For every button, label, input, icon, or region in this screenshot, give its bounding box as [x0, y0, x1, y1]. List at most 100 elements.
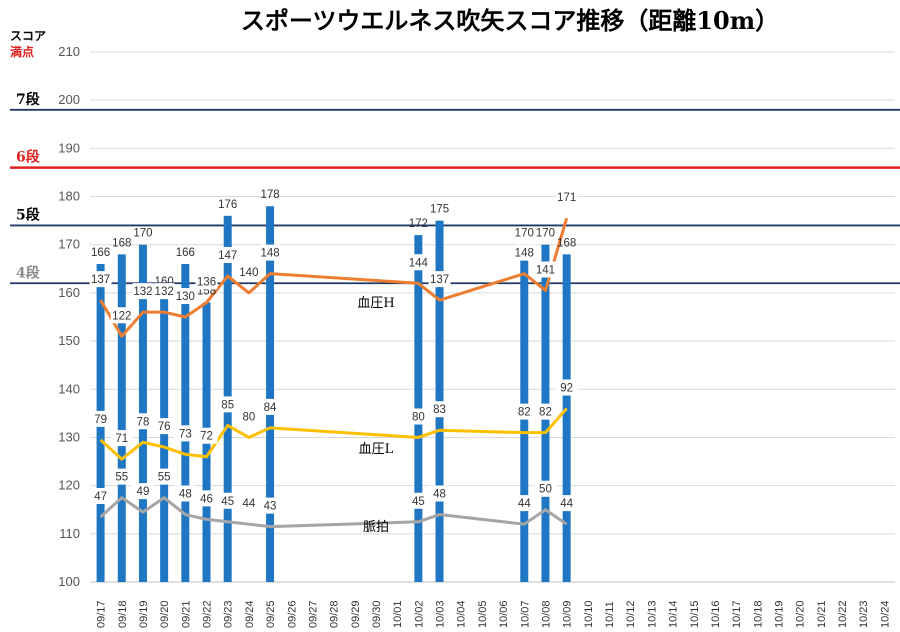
x-tick-label: 10/24	[879, 600, 891, 628]
score-data-label: 170	[515, 228, 534, 240]
score-bar	[117, 254, 126, 582]
series-1-data-label: 84	[264, 402, 277, 414]
series-1-data-label: 82	[539, 407, 552, 419]
y-tick-label: 190	[58, 140, 80, 155]
x-tick-label: 10/03	[435, 600, 447, 628]
series-2-data-label: 50	[539, 484, 552, 496]
series-0-data-label: 130	[176, 291, 195, 303]
series-2-label-bg	[110, 468, 133, 485]
series-1-label-bg	[174, 425, 197, 442]
series-1-data-label: 72	[200, 431, 213, 443]
x-tick-label: 10/20	[795, 600, 807, 628]
chart-title: スポーツウエルネス吹矢スコア推移（距離10m）	[241, 6, 779, 35]
x-ticks: 09/17 09/18 09/19 09/20 09/21 09/22 09/23 09/24…	[96, 600, 892, 628]
x-tick-label: 10/05	[477, 600, 489, 628]
series-1-data-label: 79	[94, 414, 107, 426]
series-0-data-label: 148	[515, 248, 534, 260]
series-1-label-bg	[195, 427, 218, 444]
series-1-label-bg	[237, 408, 260, 425]
series-0-data-label: 132	[155, 286, 174, 298]
series-0-data-label: 122	[112, 310, 131, 322]
series-2-name: 脈拍	[363, 520, 389, 535]
series-0-data-label: 137	[430, 274, 449, 286]
series-0-label-bg	[195, 273, 218, 290]
series-1-label-bg	[110, 430, 133, 447]
score-data-label: 170	[133, 228, 152, 240]
y-tick-label: 200	[58, 92, 80, 107]
x-tick-label: 10/04	[456, 600, 468, 628]
x-tick-label: 09/19	[138, 600, 150, 628]
series-0-data-label: 137	[91, 274, 110, 286]
series-2-label-bg	[428, 485, 451, 502]
health-lines	[99, 217, 569, 529]
series-0-label-bg	[153, 283, 176, 300]
series-0-label-bg	[407, 254, 430, 271]
series-0-data-label: 132	[133, 286, 152, 298]
series-0-label-bg	[131, 283, 154, 300]
x-tick-label: 09/24	[244, 600, 256, 628]
series-1-label-bg	[216, 396, 239, 413]
x-tick-label: 10/12	[625, 600, 637, 628]
series-0-label-bg	[174, 288, 197, 304]
series-2-data-label: 49	[137, 486, 150, 498]
score-data-label: 176	[218, 199, 237, 211]
y-tick-label: 100	[58, 574, 80, 589]
x-tick-label: 10/13	[646, 600, 658, 628]
series-1-name: 血圧L	[359, 442, 394, 457]
x-tick-label: 10/19	[773, 600, 785, 628]
score-bar	[562, 254, 571, 582]
series-2-data-label: 44	[518, 498, 531, 510]
series-2-label-bg	[216, 492, 239, 509]
y-tick-label: 140	[58, 381, 80, 396]
series-1-label-bg	[259, 398, 282, 415]
series-1-data-label: 80	[412, 411, 425, 423]
series-2-label-bg	[407, 492, 430, 509]
series-0-label-bg	[555, 189, 578, 206]
series-2-label-bg	[153, 468, 176, 485]
series-2-data-label: 55	[115, 472, 128, 484]
series-0-line	[99, 217, 569, 338]
y-ticks: 100 110 120 130 140 150 160 170 180 190 200 210	[58, 44, 80, 589]
x-tick-label: 10/10	[583, 600, 595, 628]
series-0-label-bg	[428, 271, 451, 288]
x-tick-label: 09/26	[286, 600, 298, 628]
series-1-data-label: 82	[518, 407, 531, 419]
series-1-data-label: 85	[221, 399, 234, 411]
series-1-data-label: 78	[137, 416, 150, 428]
series-0-label-bg	[513, 244, 536, 261]
x-tick-label: 09/23	[223, 600, 235, 628]
series-0-label-bg	[110, 307, 133, 324]
x-tick-label: 10/06	[498, 600, 510, 628]
series-0-label-bg	[216, 247, 239, 264]
series-1-data-label: 83	[433, 404, 446, 416]
score-data-label: 168	[557, 237, 576, 249]
series-0-label-bg	[237, 263, 260, 280]
series-2-label-bg	[174, 485, 197, 502]
x-tick-label: 09/17	[96, 600, 108, 628]
series-1-data-label: 92	[560, 383, 573, 395]
series-1-label-bg	[555, 379, 578, 396]
series-0-data-label: 148	[260, 248, 279, 260]
y-tick-label: 130	[58, 429, 80, 444]
y-tick-label: 160	[58, 285, 80, 300]
score-bar	[266, 206, 275, 582]
series-2-label-bg	[195, 490, 218, 507]
series-2-data-label: 44	[560, 498, 573, 510]
x-tick-label: 10/22	[837, 600, 849, 628]
series-2-data-label: 44	[242, 498, 255, 510]
x-tick-label: 10/15	[689, 600, 701, 628]
x-tick-label: 09/25	[265, 600, 277, 628]
series-1-label-bg	[513, 403, 536, 420]
y-tick-label: 110	[59, 526, 80, 541]
series-2-label-bg	[89, 487, 112, 504]
series-2-data-label: 46	[200, 493, 213, 505]
series-2-data-label: 47	[94, 491, 107, 503]
series-2-label-bg	[534, 480, 557, 497]
rank-label: 6段	[16, 149, 40, 166]
series-1-data-label: 76	[158, 421, 171, 433]
series-1-label-bg	[89, 410, 112, 427]
score-bar	[160, 292, 169, 582]
x-tick-label: 10/07	[519, 600, 531, 628]
x-tick-label: 09/27	[307, 600, 319, 628]
score-data-label: 166	[176, 247, 195, 259]
